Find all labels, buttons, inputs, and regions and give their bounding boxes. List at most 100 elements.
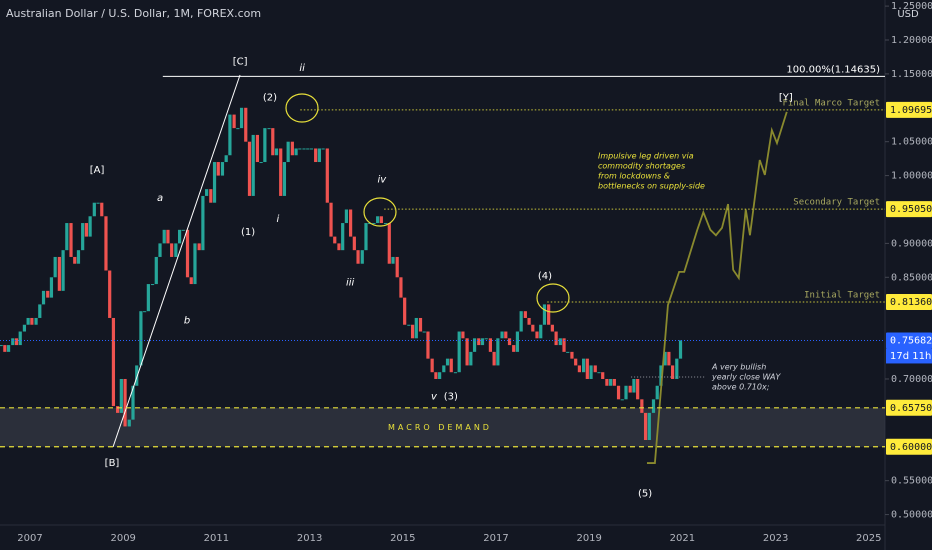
- candle: [659, 365, 663, 386]
- candle: [321, 148, 325, 150]
- y-tick-label: 1.20000: [891, 35, 932, 46]
- x-tick-label: 2007: [17, 533, 42, 544]
- candle: [504, 331, 508, 339]
- candle: [395, 256, 399, 278]
- wave-label: a: [157, 193, 163, 204]
- candle: [469, 351, 473, 366]
- candle: [220, 162, 225, 176]
- candle: [651, 399, 656, 413]
- candle: [263, 128, 267, 163]
- candle: [507, 338, 512, 346]
- candle: [18, 331, 22, 346]
- candle: [341, 223, 345, 251]
- note-text: A very bullish: [711, 363, 766, 372]
- note-text: bottlenecks on supply-side: [598, 182, 705, 191]
- x-tick-label: 2021: [670, 533, 695, 544]
- candle: [100, 202, 104, 217]
- wave-label: (3): [444, 392, 458, 403]
- candle: [554, 331, 558, 346]
- candle: [663, 351, 667, 366]
- y-tick-label: 1.00000: [891, 171, 932, 182]
- wave-label: (4): [538, 271, 552, 282]
- x-tick-label: 2013: [297, 533, 322, 544]
- candle: [539, 324, 543, 339]
- highlight-circle: [363, 197, 397, 227]
- candle: [496, 338, 500, 366]
- wave-label: (1): [241, 227, 255, 238]
- candle: [605, 378, 609, 386]
- candle: [302, 148, 306, 150]
- candle: [523, 311, 527, 318]
- candle: [139, 311, 143, 366]
- candle: [116, 406, 120, 413]
- candle: [449, 358, 453, 373]
- candle: [174, 243, 178, 257]
- candle: [465, 338, 469, 366]
- candle: [209, 189, 213, 203]
- candle: [306, 148, 310, 150]
- candle: [236, 128, 240, 130]
- candle: [337, 243, 341, 251]
- candle: [407, 324, 411, 326]
- wave-label: iv: [377, 175, 387, 186]
- wave-label: [A]: [90, 165, 105, 176]
- x-tick-label: 2025: [856, 533, 881, 544]
- price-box-label: 1.09695: [890, 105, 932, 116]
- note-text: yearly close WAY: [711, 373, 781, 382]
- candle: [609, 378, 613, 386]
- candle: [185, 229, 190, 278]
- candle: [515, 331, 520, 352]
- x-tick-label: 2011: [204, 533, 229, 544]
- x-tick-label: 2015: [390, 533, 415, 544]
- candle: [73, 256, 77, 264]
- candle: [438, 372, 442, 379]
- candle: [290, 141, 294, 156]
- candle: [57, 256, 61, 291]
- candle: [379, 216, 383, 224]
- candle: [123, 378, 127, 427]
- price-box-label: 0.65750: [890, 403, 932, 414]
- projection-line: [646, 111, 788, 464]
- candle: [279, 148, 283, 196]
- candle: [418, 317, 423, 332]
- x-tick-label: 2019: [576, 533, 601, 544]
- candle: [647, 412, 651, 440]
- candle: [22, 324, 27, 332]
- candle: [84, 223, 88, 237]
- wave-label: i: [277, 214, 280, 225]
- candle: [154, 256, 158, 285]
- candle: [38, 304, 42, 318]
- candle: [298, 148, 302, 150]
- demand-zone: [0, 407, 885, 447]
- candle: [158, 243, 162, 257]
- candle: [6, 345, 11, 352]
- candle: [582, 358, 586, 373]
- y-tick-label: 0.70000: [891, 374, 932, 385]
- candle: [349, 209, 353, 237]
- price-box: [886, 293, 932, 310]
- y-tick-label: 1.05000: [891, 137, 932, 148]
- candle: [69, 223, 73, 257]
- price-box: [886, 438, 932, 455]
- wave-label: ii: [299, 63, 305, 74]
- wave-label: b: [184, 316, 190, 327]
- candle: [445, 358, 450, 366]
- candle: [41, 290, 46, 305]
- candle: [81, 223, 85, 251]
- candle: [399, 277, 403, 298]
- candle: [3, 345, 7, 352]
- candle: [372, 223, 376, 225]
- candle: [527, 317, 531, 325]
- highlight-circle: [536, 283, 570, 313]
- y-tick-label: 0.85000: [891, 272, 932, 283]
- chart-title: Australian Dollar / U.S. Dollar, 1M, FOR…: [6, 7, 261, 20]
- candle: [259, 162, 263, 164]
- candle: [76, 250, 81, 264]
- price-box-label: 0.75682: [890, 335, 932, 346]
- candle: [461, 331, 465, 339]
- candle: [127, 419, 131, 427]
- zone-label: MACRO DEMAND: [388, 423, 492, 432]
- candle: [274, 148, 279, 156]
- candle: [356, 250, 360, 264]
